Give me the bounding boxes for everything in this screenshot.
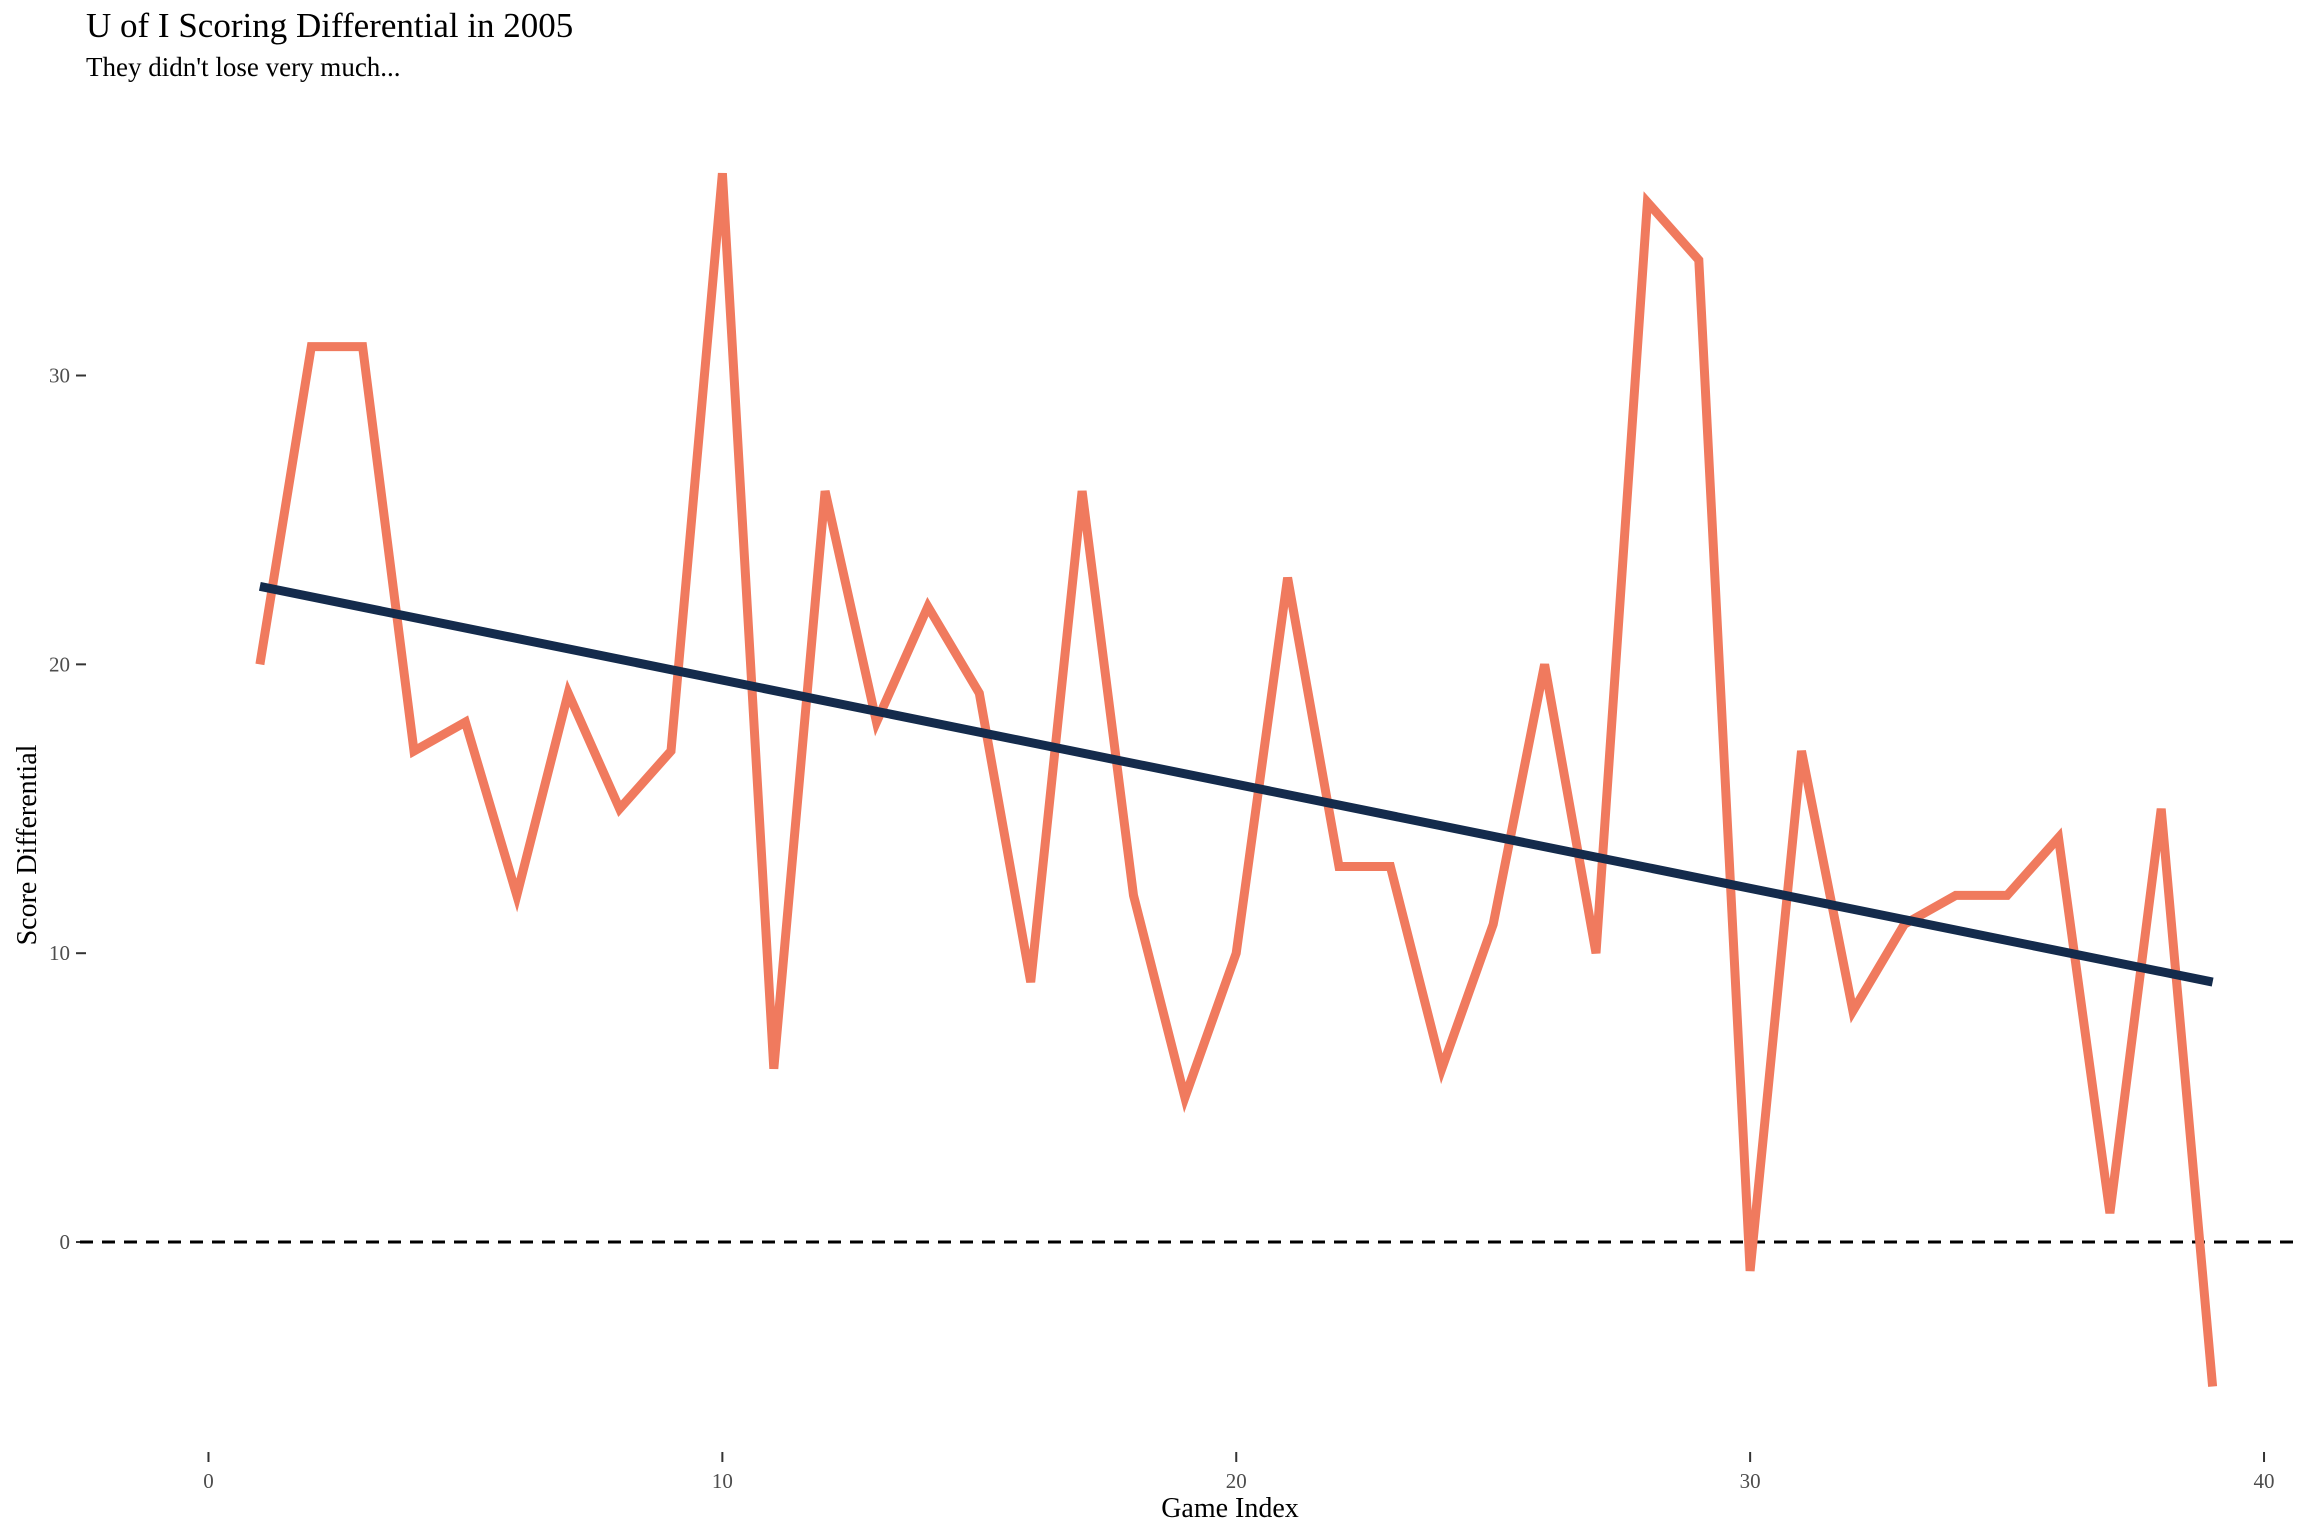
x-tick-label: 20 [1226,1469,1247,1493]
x-tick-label: 30 [1740,1469,1761,1493]
chart-subtitle: They didn't lose very much... [86,52,401,82]
y-axis-ticks: 0 10 20 30 [49,364,86,1254]
y-tick-label: 20 [49,652,70,676]
x-tick-label: 0 [203,1469,214,1493]
x-tick-label: 10 [712,1469,733,1493]
series-layer [255,172,2218,1387]
y-tick-label: 30 [49,364,70,388]
x-tick-label: 40 [2254,1469,2275,1493]
trend-line-layer [258,581,2214,987]
x-axis-ticks: 0 10 20 30 40 [203,1452,2275,1493]
chart-title: U of I Scoring Differential in 2005 [86,6,574,45]
trend-line [258,581,2214,987]
series-line-0 [255,172,2218,1387]
y-tick-label: 10 [49,941,70,965]
y-axis-title: Score Differential [12,744,43,945]
x-axis-title: Game Index [1161,1493,1299,1524]
y-tick-label: 0 [60,1230,71,1254]
